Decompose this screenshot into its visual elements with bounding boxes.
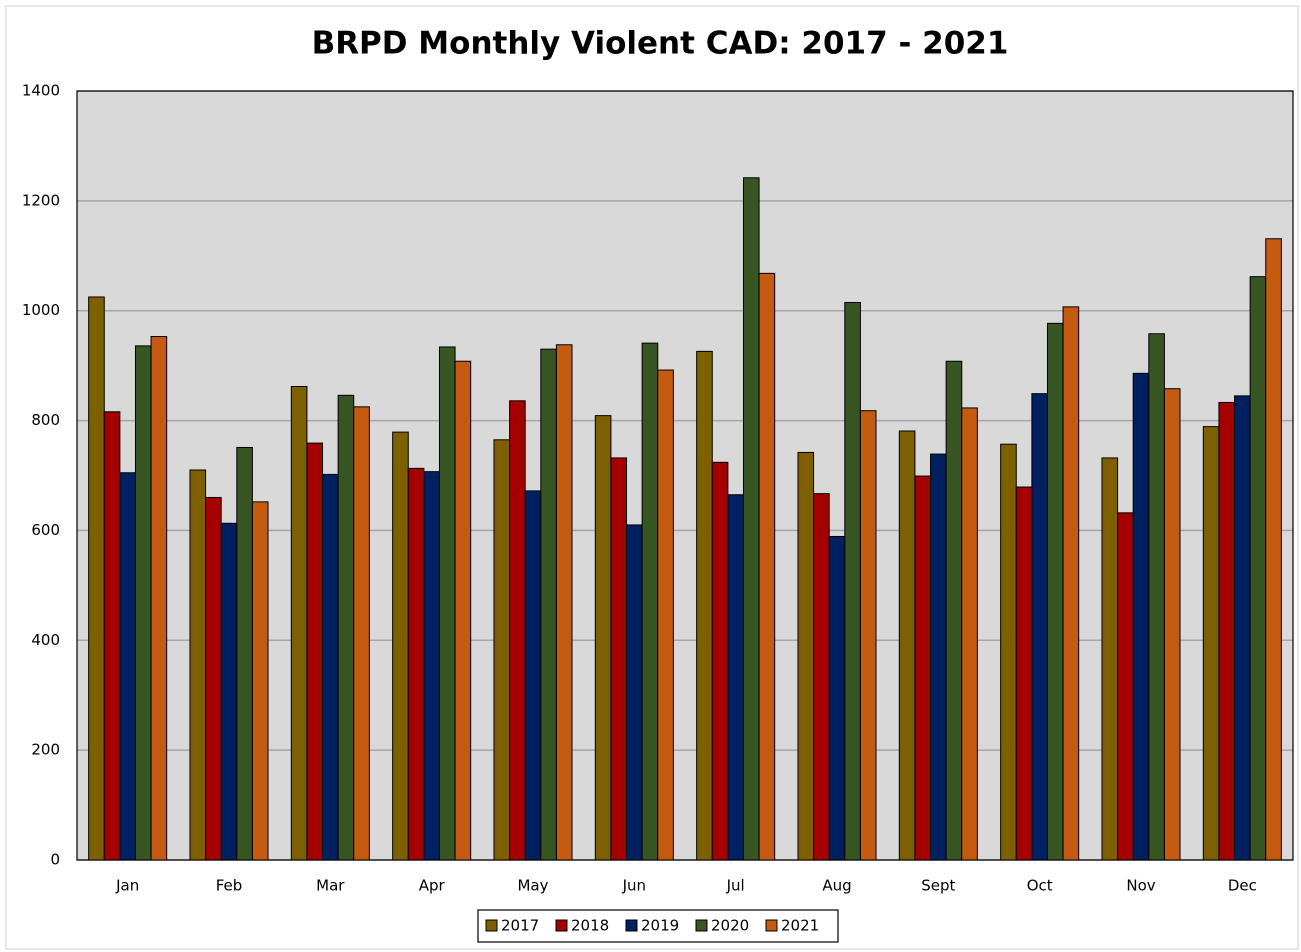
bar	[610, 457, 628, 861]
bar	[727, 494, 744, 861]
bar	[696, 350, 713, 861]
bar	[353, 406, 370, 861]
x-tick-label: Oct	[1027, 877, 1053, 895]
bar	[220, 522, 238, 861]
bar	[961, 407, 978, 861]
bar	[1265, 238, 1282, 861]
y-tick-label: 1200	[22, 191, 60, 209]
bar	[509, 400, 526, 861]
bar	[103, 411, 121, 861]
bar	[524, 490, 542, 861]
bar	[236, 446, 253, 861]
bar	[898, 430, 916, 861]
bar	[1202, 426, 1220, 861]
bar	[407, 467, 425, 861]
bar	[797, 451, 815, 861]
bar	[742, 177, 760, 861]
bar	[1234, 395, 1251, 861]
bar	[322, 473, 339, 861]
bar	[859, 410, 877, 861]
bar	[290, 386, 308, 861]
bar	[423, 471, 440, 861]
bar	[1015, 486, 1033, 861]
bar	[1218, 401, 1236, 861]
legend-label: 2018	[571, 917, 609, 935]
bar	[711, 461, 729, 861]
plot-border	[76, 90, 1294, 861]
chart-title: BRPD Monthly Violent CAD: 2017 - 2021	[312, 26, 1009, 62]
bar	[1117, 512, 1134, 861]
bar	[119, 472, 136, 861]
bar	[205, 496, 222, 861]
bar	[914, 475, 932, 861]
bar	[1132, 372, 1150, 861]
plot-area	[77, 91, 1293, 860]
bar	[555, 344, 573, 861]
legend-swatch	[555, 919, 568, 932]
x-tick-label: Mar	[316, 877, 345, 895]
y-tick-label: 600	[31, 521, 60, 539]
bar	[306, 442, 324, 861]
y-tick-label: 1400	[22, 82, 60, 100]
x-tick-label: Feb	[216, 877, 243, 895]
y-tick-label: 1000	[22, 301, 60, 319]
legend-label: 2017	[501, 917, 539, 935]
bar	[1163, 388, 1181, 861]
bar	[88, 296, 105, 861]
x-tick-label: Aug	[822, 877, 851, 895]
bar	[1148, 333, 1165, 861]
bar	[251, 501, 269, 861]
y-tick-label: 800	[31, 411, 60, 429]
bar	[828, 535, 846, 861]
bar	[438, 346, 456, 861]
x-tick-label: Dec	[1228, 877, 1257, 895]
x-tick-label: Apr	[419, 877, 446, 895]
legend-swatch	[695, 919, 708, 932]
bar	[189, 469, 207, 861]
bar	[657, 369, 674, 861]
bar	[945, 360, 963, 861]
legend-label: 2019	[641, 917, 679, 935]
x-tick-label: Nov	[1126, 877, 1155, 895]
bar	[392, 431, 409, 861]
x-tick-label: Sept	[921, 877, 955, 895]
legend-swatch	[625, 919, 638, 932]
x-tick-label: May	[517, 877, 548, 895]
legend-box	[477, 909, 839, 943]
bar	[1249, 276, 1267, 861]
legend-label: 2020	[711, 917, 749, 935]
bar	[813, 493, 830, 861]
bar	[844, 301, 861, 861]
bar	[641, 342, 659, 861]
legend-swatch	[765, 919, 778, 932]
bar	[134, 345, 152, 861]
bar	[1101, 457, 1119, 861]
x-tick-label: Jul	[726, 877, 745, 895]
bar	[758, 272, 776, 861]
bar	[930, 453, 947, 861]
bar	[1046, 322, 1064, 861]
y-tick-label: 0	[50, 851, 60, 869]
bar	[540, 348, 557, 861]
bar	[1000, 443, 1017, 861]
bar	[1062, 306, 1080, 861]
y-tick-label: 200	[31, 741, 60, 759]
bar	[150, 336, 168, 861]
bar	[626, 524, 643, 861]
bar	[493, 439, 511, 861]
y-tick-label: 400	[31, 631, 60, 649]
bar	[337, 394, 355, 861]
bar	[1031, 393, 1048, 861]
bar	[454, 360, 472, 861]
legend-label: 2021	[781, 917, 819, 935]
legend-swatch	[485, 919, 498, 932]
x-tick-label: Jun	[622, 877, 646, 895]
bar	[594, 415, 612, 861]
x-tick-label: Jan	[115, 877, 139, 895]
